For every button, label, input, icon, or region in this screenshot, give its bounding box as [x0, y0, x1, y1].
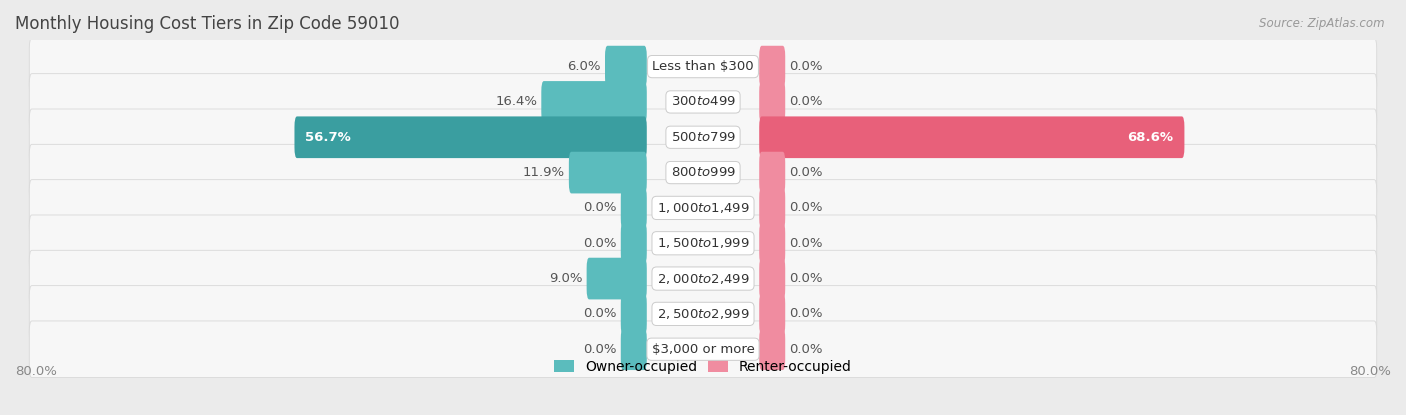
- Text: $2,500 to $2,999: $2,500 to $2,999: [657, 307, 749, 321]
- FancyBboxPatch shape: [621, 187, 647, 229]
- FancyBboxPatch shape: [759, 258, 785, 299]
- Text: 56.7%: 56.7%: [305, 131, 352, 144]
- Text: $3,000 or more: $3,000 or more: [651, 343, 755, 356]
- Legend: Owner-occupied, Renter-occupied: Owner-occupied, Renter-occupied: [548, 354, 858, 379]
- Text: 0.0%: 0.0%: [583, 343, 617, 356]
- FancyBboxPatch shape: [759, 81, 785, 123]
- FancyBboxPatch shape: [30, 250, 1376, 307]
- FancyBboxPatch shape: [569, 152, 647, 193]
- Text: $800 to $999: $800 to $999: [671, 166, 735, 179]
- Text: 0.0%: 0.0%: [789, 343, 823, 356]
- FancyBboxPatch shape: [621, 293, 647, 335]
- Text: 0.0%: 0.0%: [789, 60, 823, 73]
- FancyBboxPatch shape: [30, 74, 1376, 130]
- Text: 11.9%: 11.9%: [523, 166, 565, 179]
- FancyBboxPatch shape: [30, 286, 1376, 342]
- Text: 0.0%: 0.0%: [583, 201, 617, 215]
- Text: 16.4%: 16.4%: [495, 95, 537, 108]
- Text: $300 to $499: $300 to $499: [671, 95, 735, 108]
- FancyBboxPatch shape: [759, 152, 785, 193]
- Text: Monthly Housing Cost Tiers in Zip Code 59010: Monthly Housing Cost Tiers in Zip Code 5…: [15, 15, 399, 33]
- FancyBboxPatch shape: [759, 328, 785, 370]
- Text: 6.0%: 6.0%: [567, 60, 600, 73]
- FancyBboxPatch shape: [621, 222, 647, 264]
- Text: 0.0%: 0.0%: [789, 201, 823, 215]
- Text: 80.0%: 80.0%: [15, 365, 56, 378]
- FancyBboxPatch shape: [30, 144, 1376, 201]
- FancyBboxPatch shape: [30, 180, 1376, 236]
- Text: 0.0%: 0.0%: [789, 237, 823, 250]
- Text: 0.0%: 0.0%: [789, 166, 823, 179]
- Text: 0.0%: 0.0%: [789, 95, 823, 108]
- FancyBboxPatch shape: [30, 109, 1376, 166]
- Text: 0.0%: 0.0%: [583, 308, 617, 320]
- Text: Source: ZipAtlas.com: Source: ZipAtlas.com: [1260, 17, 1385, 29]
- FancyBboxPatch shape: [30, 215, 1376, 271]
- FancyBboxPatch shape: [759, 187, 785, 229]
- Text: 80.0%: 80.0%: [1350, 365, 1391, 378]
- FancyBboxPatch shape: [541, 81, 647, 123]
- FancyBboxPatch shape: [30, 38, 1376, 95]
- Text: $1,500 to $1,999: $1,500 to $1,999: [657, 236, 749, 250]
- Text: 0.0%: 0.0%: [789, 308, 823, 320]
- Text: 0.0%: 0.0%: [583, 237, 617, 250]
- Text: 9.0%: 9.0%: [548, 272, 582, 285]
- Text: Less than $300: Less than $300: [652, 60, 754, 73]
- Text: 0.0%: 0.0%: [789, 272, 823, 285]
- FancyBboxPatch shape: [759, 46, 785, 88]
- Text: $1,000 to $1,499: $1,000 to $1,499: [657, 201, 749, 215]
- FancyBboxPatch shape: [759, 117, 1184, 158]
- FancyBboxPatch shape: [759, 293, 785, 335]
- Text: $2,000 to $2,499: $2,000 to $2,499: [657, 271, 749, 286]
- Text: $500 to $799: $500 to $799: [671, 131, 735, 144]
- Text: 68.6%: 68.6%: [1128, 131, 1174, 144]
- FancyBboxPatch shape: [294, 117, 647, 158]
- FancyBboxPatch shape: [759, 222, 785, 264]
- FancyBboxPatch shape: [605, 46, 647, 88]
- FancyBboxPatch shape: [586, 258, 647, 299]
- FancyBboxPatch shape: [621, 328, 647, 370]
- FancyBboxPatch shape: [30, 321, 1376, 378]
